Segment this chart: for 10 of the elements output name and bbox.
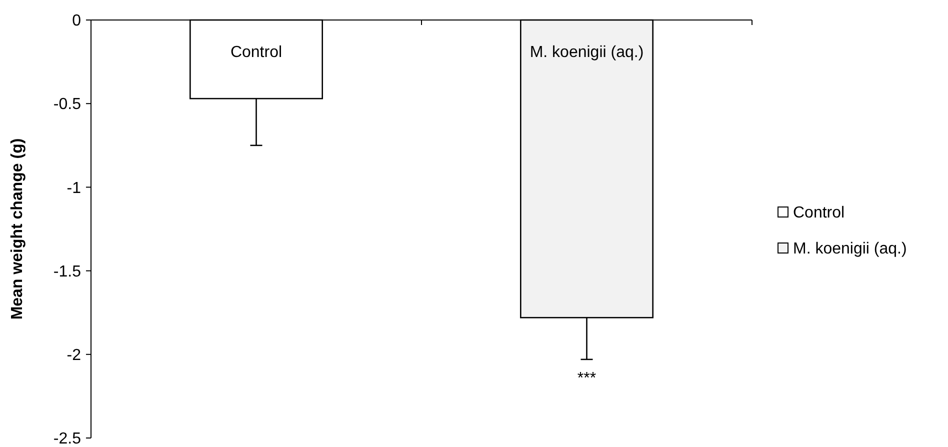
y-tick-label: -2.5 xyxy=(53,430,82,447)
y-axis-title: Mean weight change (g) xyxy=(9,138,26,320)
legend-label: Control xyxy=(793,204,845,222)
y-tick-label: 0 xyxy=(72,12,82,30)
y-tick-label: -1 xyxy=(66,180,82,197)
annotation: *** xyxy=(577,370,596,388)
y-tick-label: -1.5 xyxy=(53,263,82,280)
y-tick-label: -0.5 xyxy=(53,96,82,114)
y-tick-label: -2 xyxy=(66,347,82,364)
legend-label: M. koenigii (aq.) xyxy=(793,240,907,258)
